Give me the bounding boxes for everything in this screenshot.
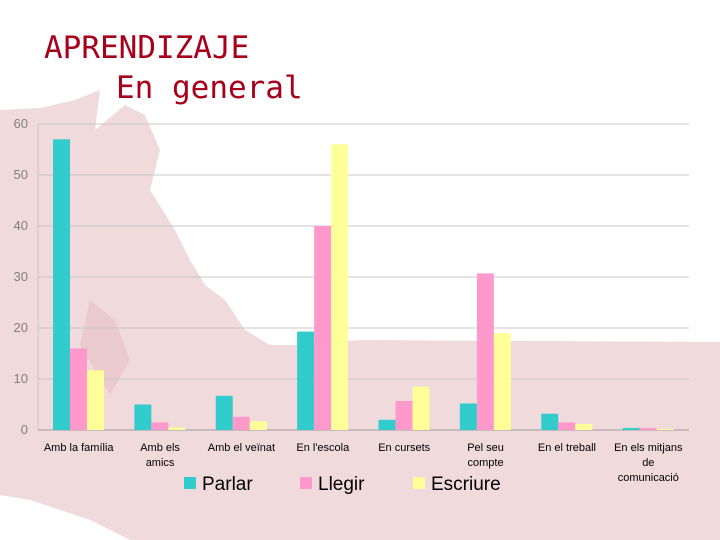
bar-escriure bbox=[412, 386, 430, 430]
bar-llegir bbox=[151, 422, 169, 430]
y-tick-label: 10 bbox=[14, 371, 28, 386]
x-tick-label: Amb els bbox=[140, 442, 180, 454]
x-tick-label: Amb la família bbox=[44, 442, 115, 454]
y-tick-label: 50 bbox=[14, 167, 28, 182]
bar-parlar bbox=[622, 427, 640, 430]
x-tick-label: de bbox=[642, 457, 654, 469]
legend-swatch-llegir bbox=[300, 477, 312, 489]
slide-title: APRENDIZAJE bbox=[44, 30, 250, 66]
bar-escriure bbox=[331, 144, 349, 430]
y-tick-label: 30 bbox=[14, 269, 28, 284]
x-tick-label: comunicació bbox=[618, 472, 679, 484]
bar-parlar bbox=[459, 403, 477, 430]
y-tick-label: 0 bbox=[21, 422, 28, 437]
bar-llegir bbox=[70, 348, 87, 430]
bar-escriure bbox=[575, 423, 593, 430]
x-tick-label: Amb el veïnat bbox=[208, 442, 275, 454]
x-tick-label: En els mitjans bbox=[614, 442, 683, 454]
legend-swatch-parlar bbox=[184, 477, 196, 489]
bar-parlar bbox=[53, 139, 70, 431]
x-tick-label: En l'escola bbox=[296, 442, 350, 454]
bar-llegir bbox=[395, 400, 413, 430]
bar-llegir bbox=[558, 422, 576, 430]
bar-escriure bbox=[249, 421, 267, 430]
bar-llegir bbox=[314, 226, 332, 430]
slide-subtitle: En general bbox=[116, 70, 303, 106]
bar-parlar bbox=[134, 404, 152, 430]
x-tick-label: amics bbox=[146, 457, 175, 469]
bar-parlar bbox=[297, 331, 315, 430]
legend-label-escriure: Escriure bbox=[431, 474, 501, 495]
bar-parlar bbox=[378, 419, 396, 430]
bar-parlar bbox=[215, 395, 233, 430]
bar-llegir bbox=[232, 416, 250, 430]
legend-label-llegir: Llegir bbox=[318, 474, 365, 495]
bar-escriure bbox=[87, 370, 104, 430]
bar-escriure bbox=[493, 333, 511, 430]
x-tick-label: En cursets bbox=[378, 442, 430, 454]
x-tick-label: Pel seu bbox=[467, 442, 504, 454]
legend-label-parlar: Parlar bbox=[202, 474, 253, 495]
bar-escriure bbox=[656, 428, 674, 430]
bar-parlar bbox=[541, 413, 559, 430]
y-tick-label: 40 bbox=[14, 218, 28, 233]
bar-escriure bbox=[168, 427, 186, 430]
bar-llegir bbox=[476, 273, 494, 430]
x-tick-label: En el treball bbox=[538, 442, 596, 454]
y-tick-label: 20 bbox=[14, 320, 28, 335]
legend-swatch-escriure bbox=[413, 477, 425, 489]
y-tick-label: 60 bbox=[14, 116, 28, 131]
x-tick-label: compte bbox=[468, 457, 504, 469]
bar-llegir bbox=[639, 427, 657, 430]
